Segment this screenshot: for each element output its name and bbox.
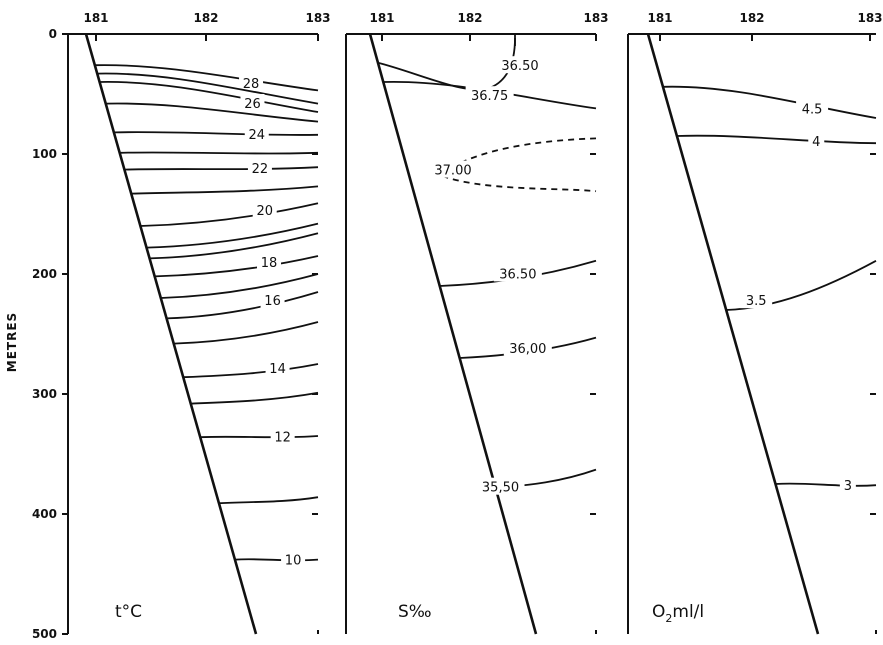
isoline [99, 81, 319, 113]
station-tick-label: 183 [305, 11, 330, 25]
isoline [124, 166, 319, 171]
isoline-label: 12 [274, 430, 291, 445]
isoline-label: 3.5 [746, 294, 767, 309]
depth-tick-label: 300 [32, 387, 57, 401]
isoline [119, 151, 319, 155]
isoline [160, 273, 319, 299]
isoline [94, 64, 319, 92]
isoline [140, 202, 319, 227]
depth-tick-label: 400 [32, 507, 57, 521]
salinity-panel: 181 182 183 36.50 36.75 37.00 36.50 36,00 35,50 S… [345, 11, 609, 635]
isoline-label-bg [503, 338, 552, 356]
station-tick-label: 183 [857, 11, 882, 25]
isoline-label-bg [429, 160, 477, 178]
isoline [183, 363, 319, 379]
panel-title: S‰ [398, 602, 432, 622]
depth-tick-label: 100 [32, 147, 57, 161]
isoline-label-bg [265, 358, 290, 376]
isoline-label-bg [270, 427, 295, 445]
isoline-label: 37.00 [434, 164, 471, 179]
isoline-label-bg [740, 291, 773, 309]
isoline [131, 185, 319, 195]
isoline [200, 435, 319, 439]
isoline [775, 482, 877, 487]
isoline-label-bg [839, 475, 856, 493]
depth-axis-label: METRES [5, 312, 19, 372]
station-tick-label: 181 [83, 11, 108, 25]
isoline [726, 260, 877, 311]
station-tick-label: 181 [369, 11, 394, 25]
depth-tick-label: 200 [32, 267, 57, 281]
isoline-label: 10 [285, 554, 302, 569]
isoline-label: 4.5 [802, 103, 823, 118]
isoline [173, 321, 319, 345]
depth-tick-label: 0 [49, 27, 57, 41]
isoline-label: 35,50 [482, 481, 519, 496]
depth-axis: 0 100 200 300 400 500 METRES [5, 27, 69, 641]
isoline [190, 391, 319, 405]
sea-floor-slope [646, 33, 820, 635]
isoline-label-bg [260, 290, 285, 308]
isoline [154, 255, 319, 278]
isoline-label: 24 [248, 128, 265, 143]
isoline-label-bg [796, 99, 829, 117]
isoline-label: 36.50 [499, 267, 536, 282]
isoline-label: 36.75 [471, 89, 508, 104]
isoline [113, 131, 319, 136]
isoline-label-bg [493, 264, 542, 282]
isoline-label-bg [808, 132, 825, 150]
station-tick-label: 181 [647, 11, 672, 25]
isoline-label: 20 [256, 204, 273, 219]
isoline [662, 85, 877, 119]
isoline-label-bg [476, 477, 525, 495]
station-tick-label: 182 [739, 11, 764, 25]
isoline-label-bg [496, 56, 544, 74]
isoline [218, 496, 319, 505]
isoline [438, 137, 597, 193]
sea-floor-slope [84, 33, 258, 635]
isoline [234, 558, 319, 562]
isoline [97, 72, 319, 105]
isoline [166, 291, 319, 320]
depth-tick-label: 500 [32, 627, 57, 641]
isoline-label-bg [239, 73, 264, 91]
station-tick-label: 182 [193, 11, 218, 25]
isoline-label-bg [257, 253, 282, 271]
station-tick-label: 183 [583, 11, 608, 25]
isoline-label: 18 [261, 256, 278, 271]
isoline-label-bg [240, 94, 265, 111]
isoline-label: 16 [264, 294, 281, 309]
isoline [146, 222, 319, 249]
isoline-label: 14 [269, 362, 286, 377]
isoline-label: 36.50 [501, 59, 538, 74]
isoline-label: 3 [844, 479, 852, 494]
isoline-label: 28 [243, 77, 260, 92]
temperature-panel: 181 182 183 28 26 24 22 20 18 16 14 12 10 t°C [68, 11, 331, 635]
isoline-label-bg [465, 86, 514, 104]
isoline-label-bg [252, 201, 277, 219]
station-tick-label: 182 [457, 11, 482, 25]
oxygen-panel: 181 182 183 4.5 4 3.5 3 O2ml/l [627, 11, 883, 635]
panel-title: t°C [115, 602, 142, 622]
isoline-label: 22 [252, 162, 269, 177]
isoline-label: 26 [244, 97, 261, 112]
isoline [149, 232, 319, 260]
isoline-label-bg [247, 158, 272, 176]
sea-floor-slope [368, 33, 538, 635]
isoline [676, 134, 877, 145]
isoline-label: 4 [812, 135, 820, 150]
isoline-label: 36,00 [509, 342, 546, 357]
panel-title: O2ml/l [652, 602, 704, 625]
isoline [105, 102, 319, 123]
isoline-label-bg [244, 125, 269, 143]
isoline-label-bg [281, 550, 306, 568]
